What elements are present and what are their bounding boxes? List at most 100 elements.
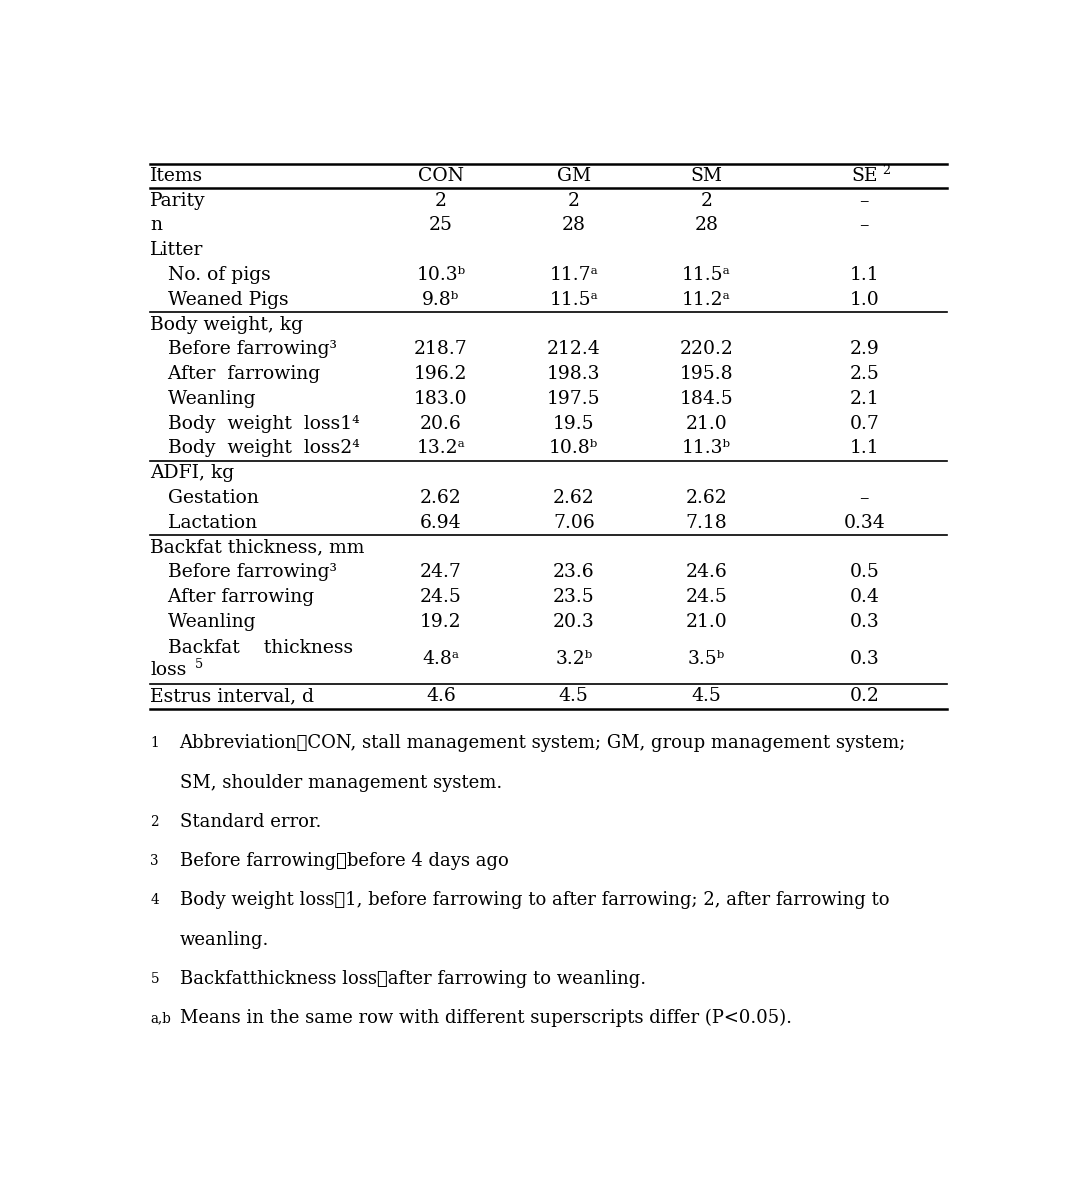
Text: n: n [150,216,163,234]
Text: ADFI, kg: ADFI, kg [150,464,235,482]
Text: 2.62: 2.62 [685,490,727,507]
Text: 3.2ᵇ: 3.2ᵇ [555,651,592,669]
Text: –: – [860,192,869,210]
Text: 2.9: 2.9 [849,340,879,358]
Text: 5: 5 [150,972,160,986]
Text: 2.5: 2.5 [849,365,879,383]
Text: 28: 28 [695,216,719,234]
Text: Weaned Pigs: Weaned Pigs [150,291,289,309]
Text: Before farrowing³: Before farrowing³ [150,564,337,581]
Text: 9.8ᵇ: 9.8ᵇ [422,291,459,309]
Text: 2: 2 [883,164,891,177]
Text: Weanling: Weanling [150,613,256,630]
Text: 1.0: 1.0 [849,291,879,309]
Text: a,b: a,b [150,1011,171,1026]
Text: 2: 2 [568,192,579,210]
Text: 2: 2 [700,192,712,210]
Text: 0.7: 0.7 [849,414,879,432]
Text: 4.5: 4.5 [692,688,722,706]
Text: loss: loss [150,661,186,679]
Text: 3: 3 [150,854,159,868]
Text: 24.5: 24.5 [685,589,727,607]
Text: 197.5: 197.5 [547,390,601,408]
Text: Items: Items [150,167,203,185]
Text: 13.2ᵃ: 13.2ᵃ [417,439,466,457]
Text: 11.2ᵃ: 11.2ᵃ [682,291,731,309]
Text: Estrus interval, d: Estrus interval, d [150,688,315,706]
Text: 0.34: 0.34 [844,513,885,531]
Text: 19.2: 19.2 [420,613,462,630]
Text: 24.7: 24.7 [420,564,462,581]
Text: Body  weight  loss1⁴: Body weight loss1⁴ [150,414,360,432]
Text: 4: 4 [150,893,160,907]
Text: –: – [860,490,869,507]
Text: Standard error.: Standard error. [180,813,321,831]
Text: Parity: Parity [150,192,206,210]
Text: CON: CON [418,167,464,185]
Text: 0.3: 0.3 [849,613,879,630]
Text: Before farrowing³: Before farrowing³ [150,340,337,358]
Text: 19.5: 19.5 [553,414,594,432]
Text: 184.5: 184.5 [680,390,734,408]
Text: –: – [860,216,869,234]
Text: SM: SM [691,167,723,185]
Text: After  farrowing: After farrowing [150,365,320,383]
Text: 24.5: 24.5 [420,589,462,607]
Text: No. of pigs: No. of pigs [150,266,271,284]
Text: 212.4: 212.4 [547,340,601,358]
Text: 218.7: 218.7 [414,340,468,358]
Text: Body weight, kg: Body weight, kg [150,315,303,333]
Text: 21.0: 21.0 [685,414,727,432]
Text: SM, shoulder management system.: SM, shoulder management system. [180,774,502,792]
Text: 183.0: 183.0 [414,390,468,408]
Text: 5: 5 [195,658,203,671]
Text: Lactation: Lactation [150,513,258,531]
Text: 4.6: 4.6 [426,688,456,706]
Text: Gestation: Gestation [150,490,259,507]
Text: After farrowing: After farrowing [150,589,315,607]
Text: 195.8: 195.8 [680,365,734,383]
Text: 25: 25 [429,216,453,234]
Text: 11.3ᵇ: 11.3ᵇ [682,439,731,457]
Text: 24.6: 24.6 [685,564,727,581]
Text: SE: SE [851,167,877,185]
Text: 2: 2 [435,192,447,210]
Text: 11.7ᵃ: 11.7ᵃ [549,266,599,284]
Text: 3.5ᵇ: 3.5ᵇ [688,651,725,669]
Text: 0.2: 0.2 [849,688,879,706]
Text: Backfatthickness loss：after farrowing to weanling.: Backfatthickness loss：after farrowing to… [180,970,646,987]
Text: 1.1: 1.1 [849,266,879,284]
Text: 7.18: 7.18 [685,513,727,531]
Text: Means in the same row with different superscripts differ (P<0.05).: Means in the same row with different sup… [180,1009,791,1027]
Text: 1: 1 [150,737,160,750]
Text: 11.5ᵃ: 11.5ᵃ [549,291,599,309]
Text: 6.94: 6.94 [420,513,462,531]
Text: 4.5: 4.5 [559,688,589,706]
Text: Abbreviation：CON, stall management system; GM, group management system;: Abbreviation：CON, stall management syste… [180,734,906,752]
Text: 10.3ᵇ: 10.3ᵇ [417,266,466,284]
Text: 196.2: 196.2 [414,365,468,383]
Text: weanling.: weanling. [180,930,269,948]
Text: 198.3: 198.3 [547,365,601,383]
Text: 20.3: 20.3 [553,613,594,630]
Text: 7.06: 7.06 [553,513,594,531]
Text: 0.4: 0.4 [849,589,879,607]
Text: 2: 2 [150,814,160,829]
Text: Body  weight  loss2⁴: Body weight loss2⁴ [150,439,360,457]
Text: 1.1: 1.1 [849,439,879,457]
Text: 10.8ᵇ: 10.8ᵇ [549,439,599,457]
Text: 2.62: 2.62 [553,490,594,507]
Text: 2.62: 2.62 [420,490,462,507]
Text: 28: 28 [562,216,586,234]
Text: GM: GM [557,167,591,185]
Text: Backfat    thickness: Backfat thickness [150,639,353,657]
Text: 2.1: 2.1 [849,390,879,408]
Text: 23.5: 23.5 [553,589,594,607]
Text: Weanling: Weanling [150,390,256,408]
Text: 4.8ᵃ: 4.8ᵃ [422,651,459,669]
Text: Backfat thickness, mm: Backfat thickness, mm [150,538,365,556]
Text: 21.0: 21.0 [685,613,727,630]
Text: Before farrowing：before 4 days ago: Before farrowing：before 4 days ago [180,853,509,870]
Text: 11.5ᵃ: 11.5ᵃ [682,266,731,284]
Text: 220.2: 220.2 [680,340,734,358]
